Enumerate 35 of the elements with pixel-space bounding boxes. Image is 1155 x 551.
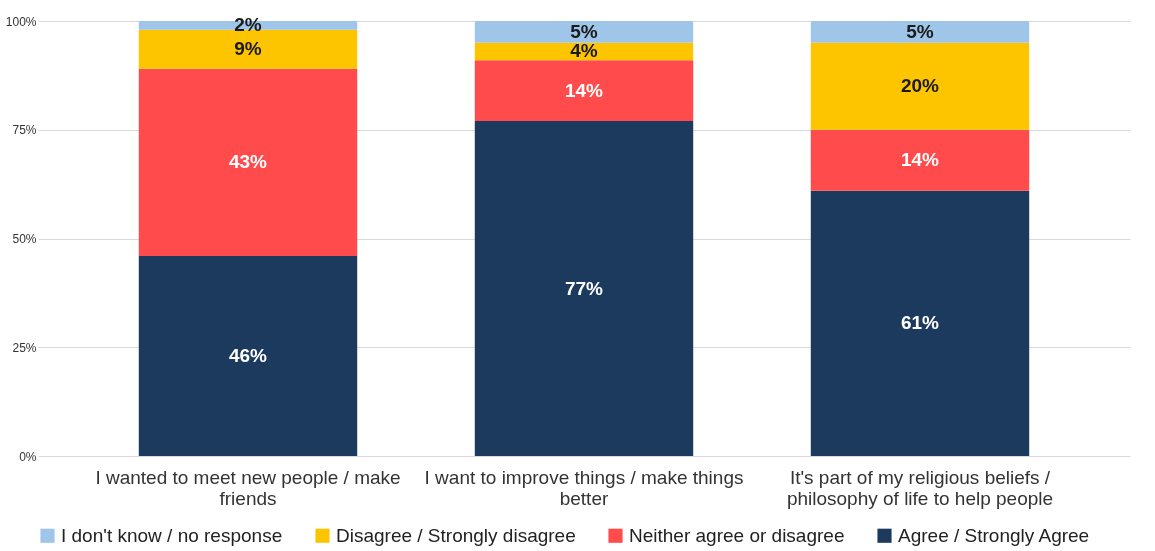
data-label: 20% <box>900 75 940 97</box>
bar <box>138 255 358 456</box>
data-label: 14% <box>564 79 604 101</box>
x-tick-label: It's part of my religious beliefs / philosophy of life to help people <box>786 466 1054 509</box>
legend-label: I don't know / no response <box>61 524 283 546</box>
bar <box>474 42 694 61</box>
data-label: 5% <box>570 20 598 42</box>
data-label: 5% <box>906 20 934 42</box>
y-tick-label: 50% <box>12 232 37 246</box>
y-tick-label: 100% <box>5 14 37 29</box>
legend-label: Neither agree or disagree <box>629 524 845 546</box>
data-label: 2% <box>234 14 262 36</box>
bar <box>474 21 694 43</box>
data-label: 46% <box>228 344 268 366</box>
legend-label: Agree / Strongly Agree <box>898 524 1090 546</box>
x-tick-label: I wanted to meet new people / make friends <box>95 466 401 509</box>
bar <box>474 60 694 122</box>
bar <box>474 121 694 456</box>
legend-label: Disagree / Strongly disagree <box>336 524 576 546</box>
data-label: 14% <box>900 149 940 171</box>
data-label: 77% <box>564 277 604 299</box>
y-tick-label: 75% <box>12 123 37 138</box>
bar <box>810 129 1030 191</box>
bar <box>810 42 1030 130</box>
data-label: 9% <box>234 38 262 60</box>
bar <box>810 190 1030 456</box>
bar <box>810 21 1030 43</box>
y-tick-label: 0% <box>19 449 37 464</box>
bar <box>138 29 358 69</box>
x-tick-label: I want to improve things / make things better <box>424 466 744 509</box>
data-label: 61% <box>900 312 940 334</box>
data-label: 43% <box>228 151 268 173</box>
data-label: 4% <box>570 40 598 62</box>
y-tick-label: 25% <box>12 340 37 355</box>
bar <box>138 68 358 256</box>
